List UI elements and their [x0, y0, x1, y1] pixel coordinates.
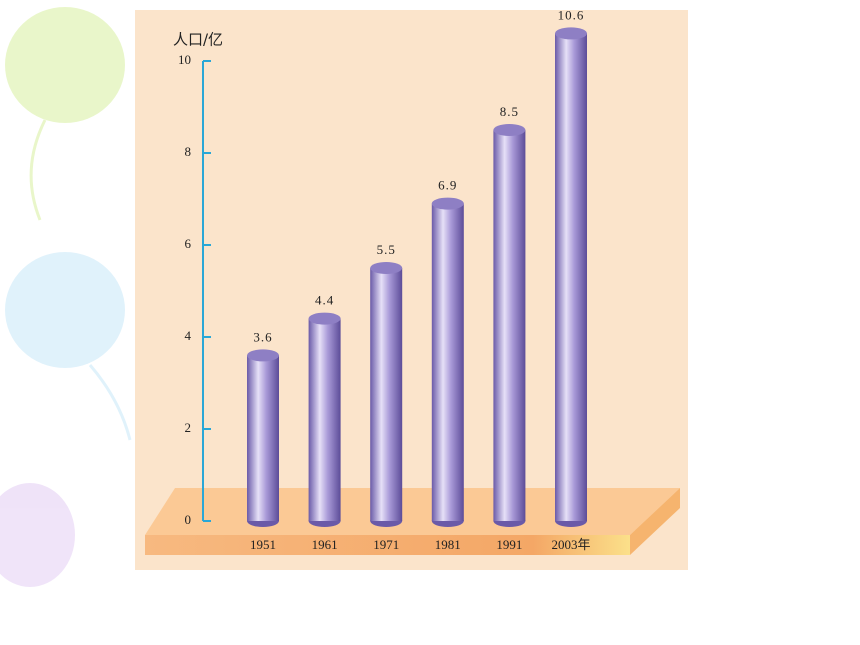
y-tick-label: 2: [185, 420, 192, 435]
bar: [555, 33, 587, 522]
x-tick-label: 1971: [373, 537, 399, 552]
y-tick-label: 10: [178, 52, 191, 67]
x-tick-label: 2003年: [551, 537, 590, 552]
bar-cap: [308, 312, 341, 325]
value-label: 8.5: [500, 104, 519, 119]
platform-front: [145, 535, 630, 555]
bar-cap: [555, 27, 587, 40]
value-label: 3.6: [253, 329, 272, 344]
y-tick-label: 6: [185, 236, 192, 251]
balloons: [0, 7, 132, 587]
y-axis-label: 人口/亿: [173, 31, 223, 49]
y-tick-label: 0: [185, 512, 192, 527]
bar: [308, 318, 341, 521]
bar-cap: [247, 349, 279, 362]
bar: [247, 355, 279, 521]
bar: [370, 268, 403, 521]
bar-cap: [431, 197, 464, 210]
value-label: 6.9: [438, 178, 457, 193]
y-tick-label: 4: [185, 328, 192, 343]
x-tick-label: 1991: [496, 537, 522, 552]
platform-side: [630, 488, 680, 555]
chart-panel: [135, 10, 688, 570]
value-label: 4.4: [315, 293, 334, 308]
bar: [431, 203, 464, 521]
x-tick-label: 1961: [312, 537, 338, 552]
platform-top: [145, 488, 680, 535]
value-label: 5.5: [377, 242, 396, 257]
x-tick-label: 1981: [435, 537, 461, 552]
value-label: 10.6: [558, 7, 585, 22]
y-tick-label: 8: [185, 144, 192, 159]
bar-cap: [493, 124, 526, 136]
x-tick-label: 1951: [250, 537, 276, 552]
bar-cap: [370, 262, 403, 274]
bar: [493, 130, 526, 521]
